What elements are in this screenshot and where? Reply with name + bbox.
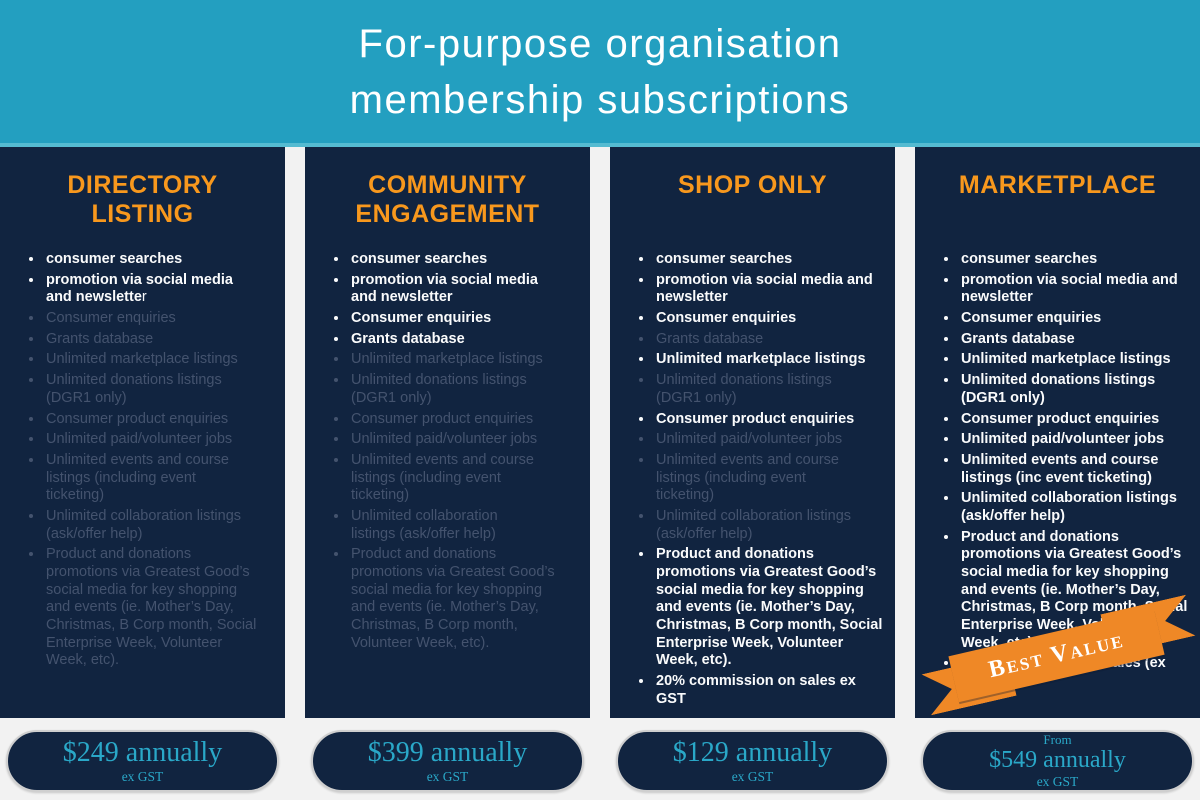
price-note: ex GST <box>1036 773 1079 789</box>
feature-item: Unlimited donations listings (DGR1 only) <box>654 372 887 407</box>
feature-item: Unlimited marketplace listings <box>349 351 582 369</box>
feature-item: Consumer product enquiries <box>349 411 582 429</box>
feature-item: consumer searches <box>654 251 887 269</box>
feature-item: promotion via social media and newslette… <box>349 272 582 307</box>
plan-card: SHOP ONLY consumer searches promotion via … <box>610 147 895 718</box>
feature-item: Unlimited paid/volunteer jobs <box>44 431 277 449</box>
feature-item: Consumer enquiries <box>959 310 1192 328</box>
feature-item: consumer searches <box>959 251 1192 269</box>
price-pill: $129 annually ex GST <box>616 730 889 792</box>
feature-item: Product and donations promotions via Gre… <box>44 546 277 670</box>
feature-item: Unlimited collaboration listings (ask/of… <box>959 490 1192 525</box>
feature-item: Unlimited donations listings (DGR1 only) <box>349 372 582 407</box>
feature-item: Unlimited collaboration listings (ask/of… <box>44 508 277 543</box>
feature-item: Consumer enquiries <box>349 310 582 328</box>
page-header: For-purpose organisation membership subsc… <box>0 0 1200 147</box>
feature-item: Product and donations promotions via Gre… <box>959 529 1192 653</box>
price-row: $249 annually ex GST $399 annually ex GST $1… <box>0 718 1200 800</box>
plan-card: COMMUNITY ENGAGEMENT consumer searches pro… <box>305 147 590 718</box>
feature-item-tail: r <box>141 289 147 306</box>
feature-item: Unlimited donations listings (DGR1 only) <box>959 372 1192 407</box>
feature-item: Unlimited collaboration listings (ask/of… <box>654 508 887 543</box>
feature-item: Unlimited events and course listings (in… <box>349 452 582 505</box>
feature-item: Unlimited events and course listings (in… <box>654 452 887 505</box>
feature-item: Consumer product enquiries <box>959 411 1192 429</box>
feature-item: Grants database <box>959 331 1192 349</box>
price-pill: $399 annually ex GST <box>311 730 584 792</box>
feature-list: consumer searches promotion via social me… <box>0 251 285 670</box>
price-prefix: From <box>1043 731 1072 747</box>
feature-item: Unlimited paid/volunteer jobs <box>959 431 1192 449</box>
feature-item: Product and donations promotions via Gre… <box>349 546 582 652</box>
feature-item: Unlimited marketplace listings <box>959 351 1192 369</box>
feature-item: Grants database <box>349 331 582 349</box>
feature-item: Unlimited marketplace listings <box>654 351 887 369</box>
feature-item: promotion via social media and newslette… <box>44 272 277 307</box>
feature-item: Consumer product enquiries <box>654 411 887 429</box>
feature-item: Consumer enquiries <box>654 310 887 328</box>
plan-title: DIRECTORY LISTING <box>67 171 218 228</box>
feature-list: consumer searches promotion via social me… <box>610 251 895 709</box>
price-pill: From $549 annually ex GST <box>921 730 1194 792</box>
feature-item: Consumer product enquiries <box>44 411 277 429</box>
feature-item: 10% commission on sales (ex GST) <box>959 655 1192 690</box>
feature-item: promotion via social media and newslette… <box>959 272 1192 307</box>
feature-item: consumer searches <box>44 251 277 269</box>
feature-list: consumer searches promotion via social me… <box>305 251 590 652</box>
feature-item: Consumer enquiries <box>44 310 277 328</box>
feature-item: Unlimited events and course listings (in… <box>44 452 277 505</box>
price-note: ex GST <box>731 768 774 784</box>
price-amount: $399 annually <box>367 737 528 769</box>
feature-item: Unlimited marketplace listings <box>44 351 277 369</box>
feature-item: Unlimited collaboration listings (ask/of… <box>349 508 582 543</box>
plans-grid: DIRECTORY LISTING consumer searches promot… <box>0 147 1200 718</box>
feature-item: Grants database <box>44 331 277 349</box>
feature-item: Product and donations promotions via Gre… <box>654 546 887 670</box>
price-pill: $249 annually ex GST <box>6 730 279 792</box>
feature-item: Grants database <box>654 331 887 349</box>
feature-item: promotion via social media and newslette… <box>654 272 887 307</box>
price-amount: $549 annually <box>989 746 1126 773</box>
feature-item: Unlimited events and course listings (in… <box>959 452 1192 487</box>
plan-card: MARKETPLACE consumer searches promotion vi… <box>915 147 1200 718</box>
page-title-line1: For-purpose organisation <box>358 21 842 66</box>
feature-item: consumer searches <box>349 251 582 269</box>
feature-list: consumer searches promotion via social me… <box>915 251 1200 691</box>
plan-card: DIRECTORY LISTING consumer searches promot… <box>0 147 285 718</box>
price-note: ex GST <box>121 768 164 784</box>
price-amount: $249 annually <box>62 737 223 769</box>
feature-item: 20% commission on sales ex GST <box>654 673 887 708</box>
price-note: ex GST <box>426 768 469 784</box>
feature-item: Unlimited donations listings (DGR1 only) <box>44 372 277 407</box>
page-title: For-purpose organisation membership subsc… <box>350 16 851 128</box>
plan-title: COMMUNITY ENGAGEMENT <box>355 171 540 228</box>
feature-item: Unlimited paid/volunteer jobs <box>349 431 582 449</box>
page-title-line2: membership subscriptions <box>349 77 851 122</box>
price-amount: $129 annually <box>672 737 833 769</box>
feature-item: Unlimited paid/volunteer jobs <box>654 431 887 449</box>
plan-title: MARKETPLACE <box>958 171 1157 199</box>
plan-title: SHOP ONLY <box>678 171 827 199</box>
